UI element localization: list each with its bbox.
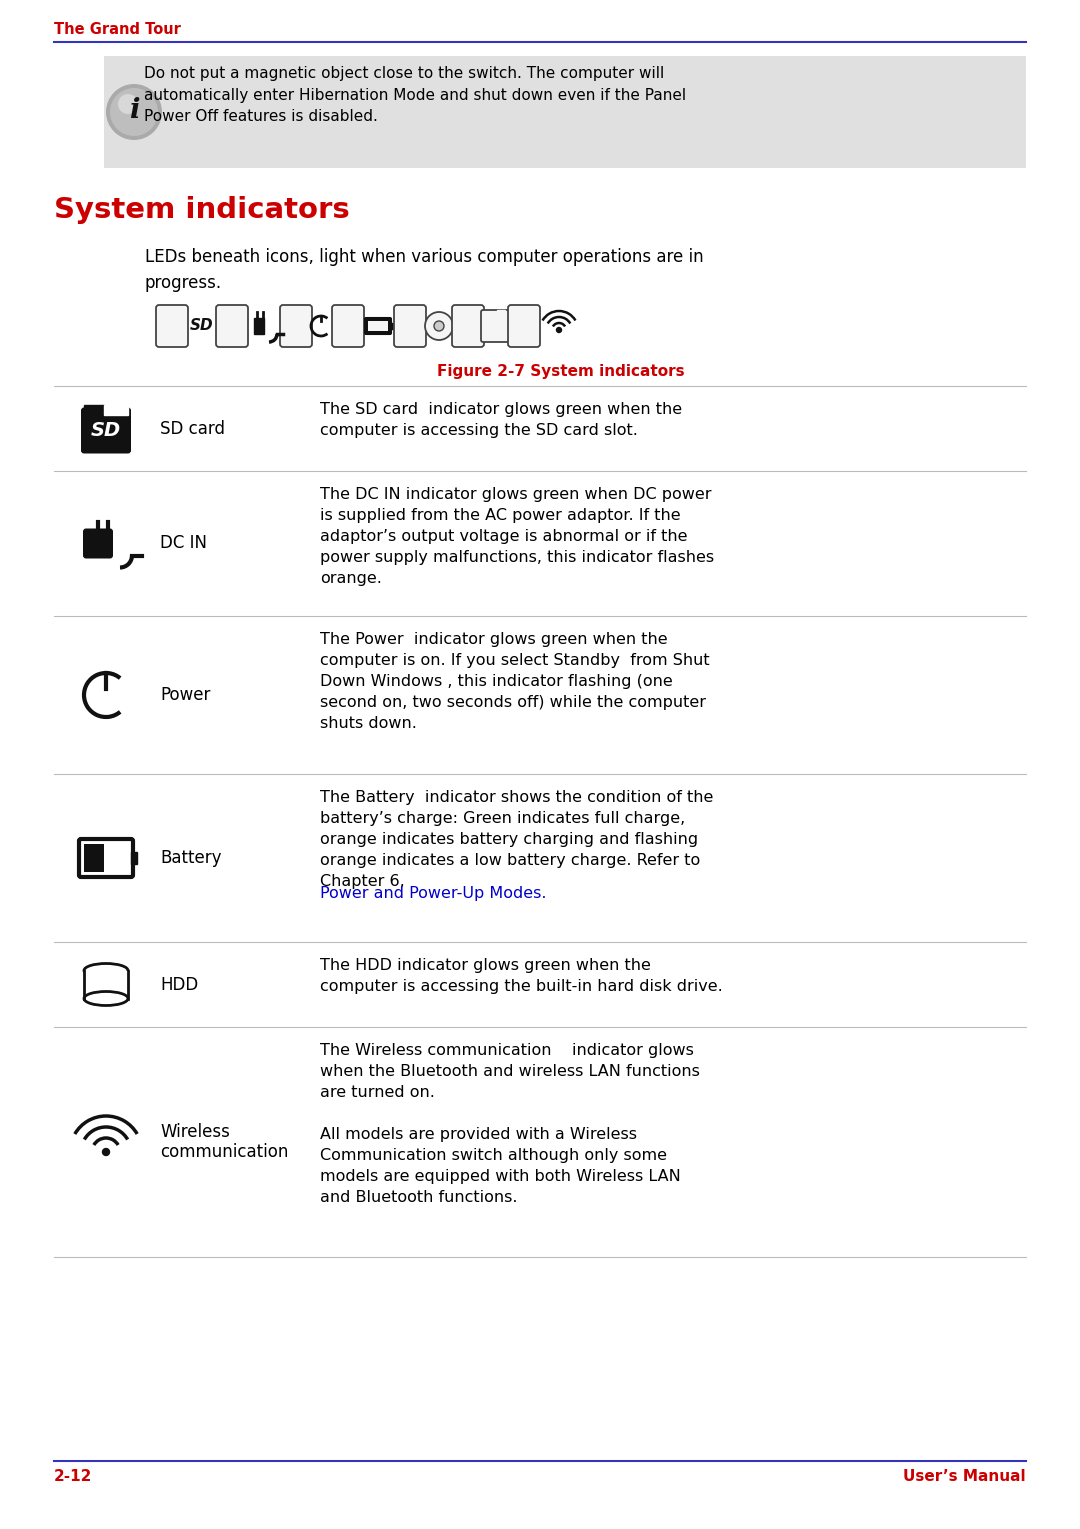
Text: The HDD indicator glows green when the
computer is accessing the built-in hard d: The HDD indicator glows green when the c… <box>320 959 723 994</box>
Text: The SD card  indicator glows green when the
computer is accessing the SD card sl: The SD card indicator glows green when t… <box>320 402 683 437</box>
Text: 2-12: 2-12 <box>54 1469 93 1485</box>
Text: HDD: HDD <box>160 976 199 994</box>
FancyBboxPatch shape <box>508 304 540 347</box>
Text: System indicators: System indicators <box>54 196 350 225</box>
Text: The Power  indicator glows green when the
computer is on. If you select Standby : The Power indicator glows green when the… <box>320 631 710 731</box>
Text: The Wireless communication    indicator glows
when the Bluetooth and wireless LA: The Wireless communication indicator glo… <box>320 1043 700 1205</box>
Circle shape <box>426 312 453 339</box>
FancyBboxPatch shape <box>332 304 364 347</box>
Text: Figure 2-7 System indicators: Figure 2-7 System indicators <box>436 364 685 379</box>
FancyBboxPatch shape <box>368 321 388 330</box>
FancyBboxPatch shape <box>216 304 248 347</box>
FancyBboxPatch shape <box>394 304 426 347</box>
FancyBboxPatch shape <box>280 304 312 347</box>
Circle shape <box>434 321 444 330</box>
Text: Power: Power <box>160 687 211 703</box>
Bar <box>390 323 394 329</box>
Ellipse shape <box>84 963 129 977</box>
FancyBboxPatch shape <box>481 310 509 342</box>
Circle shape <box>556 327 562 332</box>
Polygon shape <box>116 401 129 410</box>
FancyBboxPatch shape <box>79 839 133 878</box>
Text: The DC IN indicator glows green when DC power
is supplied from the AC power adap: The DC IN indicator glows green when DC … <box>320 488 714 586</box>
FancyBboxPatch shape <box>365 318 391 333</box>
FancyBboxPatch shape <box>81 408 131 454</box>
Text: SD: SD <box>190 318 214 333</box>
Bar <box>104 405 129 414</box>
Bar <box>84 971 129 998</box>
FancyBboxPatch shape <box>156 304 188 347</box>
Text: Wireless
communication: Wireless communication <box>160 1122 288 1162</box>
Ellipse shape <box>84 991 129 1006</box>
FancyBboxPatch shape <box>453 304 484 347</box>
Circle shape <box>118 93 138 115</box>
Bar <box>84 405 104 414</box>
Circle shape <box>103 1148 109 1156</box>
Bar <box>254 318 264 333</box>
Text: Do not put a magnetic object close to the switch. The computer will
automaticall: Do not put a magnetic object close to th… <box>144 66 686 124</box>
Text: The Battery  indicator shows the condition of the
battery’s charge: Green indica: The Battery indicator shows the conditio… <box>320 790 714 888</box>
Bar <box>131 852 137 864</box>
Text: The Grand Tour: The Grand Tour <box>54 21 180 37</box>
Text: LEDs beneath icons, light when various computer operations are in
progress.: LEDs beneath icons, light when various c… <box>145 248 704 292</box>
Text: SD card: SD card <box>160 419 225 437</box>
FancyBboxPatch shape <box>83 529 113 558</box>
Text: SD: SD <box>91 420 121 440</box>
Text: i: i <box>129 96 139 124</box>
Text: User’s Manual: User’s Manual <box>903 1469 1026 1485</box>
Circle shape <box>106 84 162 141</box>
Bar <box>497 310 505 313</box>
Text: Battery: Battery <box>160 849 221 867</box>
Bar <box>104 57 1026 168</box>
FancyBboxPatch shape <box>84 844 104 872</box>
Text: DC IN: DC IN <box>160 535 207 552</box>
Circle shape <box>110 89 158 136</box>
Text: Power and Power-Up Modes.: Power and Power-Up Modes. <box>320 885 546 901</box>
